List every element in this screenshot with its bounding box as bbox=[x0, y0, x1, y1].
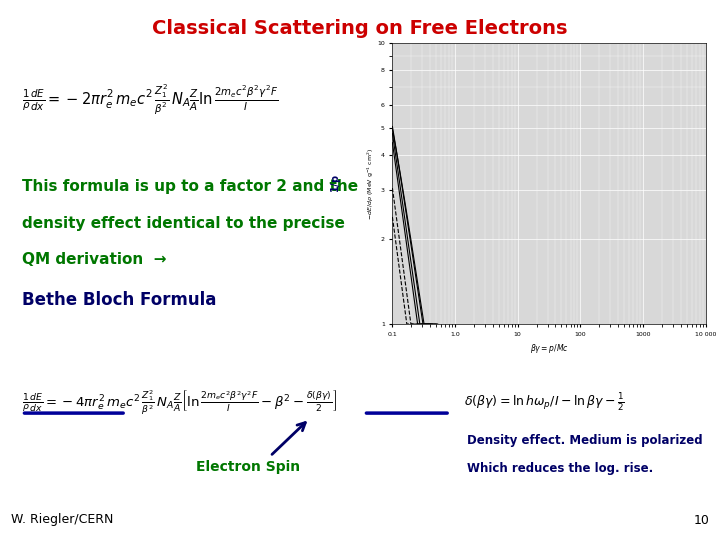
Text: Bethe Bloch Formula: Bethe Bloch Formula bbox=[22, 291, 216, 309]
Y-axis label: $-dE/d\rho\ \mathrm{(MeV\ g^{-1}\ cm^2)}$: $-dE/d\rho\ \mathrm{(MeV\ g^{-1}\ cm^2)}… bbox=[365, 147, 376, 220]
Text: This formula is up to a factor 2 and the: This formula is up to a factor 2 and the bbox=[22, 179, 358, 194]
Text: Electron Spin: Electron Spin bbox=[197, 460, 300, 474]
Text: W. Riegler/CERN: W. Riegler/CERN bbox=[11, 514, 113, 526]
Text: $\delta(\beta\gamma) = \ln h\omega_p/I - \ln\beta\gamma - \frac{1}{2}$: $\delta(\beta\gamma) = \ln h\omega_p/I -… bbox=[464, 392, 625, 413]
Text: Classical Scattering on Free Electrons: Classical Scattering on Free Electrons bbox=[152, 19, 568, 38]
Text: QM derivation  →: QM derivation → bbox=[22, 252, 166, 267]
Text: $\mathbf{1/p}$: $\mathbf{1/p}$ bbox=[329, 174, 343, 193]
Text: Which reduces the log. rise.: Which reduces the log. rise. bbox=[467, 462, 653, 475]
X-axis label: $\beta\gamma = p/Mc$: $\beta\gamma = p/Mc$ bbox=[530, 342, 568, 355]
Text: $\frac{1}{\rho}\frac{dE}{dx} = -2\pi r_e^2\, m_e c^2\, \frac{Z_1^2}{\beta^2}\, N: $\frac{1}{\rho}\frac{dE}{dx} = -2\pi r_e… bbox=[22, 83, 278, 117]
Text: Density effect. Medium is polarized: Density effect. Medium is polarized bbox=[467, 434, 702, 447]
Text: density effect identical to the precise: density effect identical to the precise bbox=[22, 215, 344, 231]
Text: $\frac{1}{\rho}\frac{dE}{dx} = -4\pi r_e^2\, m_e c^2\, \frac{Z_1^2}{\beta^2}\, N: $\frac{1}{\rho}\frac{dE}{dx} = -4\pi r_e… bbox=[22, 388, 337, 416]
Text: 10: 10 bbox=[693, 514, 709, 526]
